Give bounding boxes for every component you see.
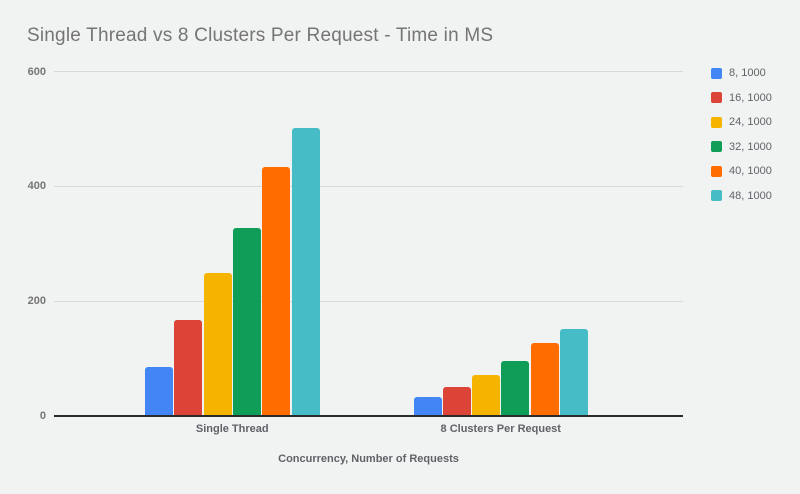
legend-item-3: 32, 1000 [711, 135, 772, 160]
y-tick-label-400: 400 [27, 180, 46, 193]
legend-label: 48, 1000 [729, 189, 772, 202]
bar-8-clusters-per-request-series-0 [413, 396, 442, 416]
x-category-label-0: Single Thread [195, 423, 269, 435]
gridline-400 [54, 185, 683, 187]
legend-label: 8, 1000 [729, 67, 766, 80]
legend-swatch-icon [711, 116, 722, 128]
x-category-label-1: 8 Clusters Per Request [440, 423, 561, 435]
bar-single-thread-series-4 [262, 167, 291, 416]
legend-item-0: 8, 1000 [711, 61, 772, 86]
x-axis-title: Concurrency, Number of Requests [278, 453, 459, 465]
bar-8-clusters-per-request-series-5 [560, 329, 588, 416]
bar-8-clusters-per-request-series-2 [472, 375, 501, 416]
x-axis-line [54, 414, 683, 417]
legend-swatch-icon [711, 190, 722, 202]
legend-swatch-icon [711, 165, 722, 177]
legend-swatch-icon [711, 67, 722, 79]
legend-label: 32, 1000 [729, 140, 772, 153]
legend-label: 16, 1000 [729, 91, 772, 104]
bar-8-clusters-per-request-series-1 [442, 387, 471, 416]
bar-single-thread-series-3 [232, 227, 261, 416]
legend-swatch-icon [711, 92, 722, 104]
bar-8-clusters-per-request-series-4 [530, 342, 559, 416]
legend: 8, 1000 16, 1000 24, 1000 32, 1000 40, 1000 4… [711, 61, 772, 208]
bar-single-thread-series-0 [145, 366, 173, 416]
bar-8-clusters-per-request-series-3 [501, 360, 530, 416]
gridline-600 [54, 71, 683, 72]
y-tick-label-0: 0 [39, 410, 46, 422]
gridline-200 [54, 300, 683, 302]
bar-single-thread-series-5 [291, 128, 320, 416]
chart-title: Single Thread vs 8 Clusters Per Request … [27, 25, 494, 46]
bar-single-thread-series-2 [203, 273, 232, 416]
y-tick-label-600: 600 [27, 65, 46, 78]
legend-item-1: 16, 1000 [711, 86, 772, 111]
plot-area: 0 200 400 600 [28, 66, 683, 422]
legend-item-4: 40, 1000 [711, 159, 772, 184]
y-tick-label-200: 200 [27, 295, 46, 308]
legend-item-2: 24, 1000 [711, 110, 772, 135]
legend-swatch-icon [711, 141, 722, 153]
bar-single-thread-series-1 [174, 320, 203, 416]
legend-label: 24, 1000 [729, 116, 772, 129]
legend-item-5: 48, 1000 [711, 184, 772, 209]
legend-label: 40, 1000 [729, 165, 772, 178]
